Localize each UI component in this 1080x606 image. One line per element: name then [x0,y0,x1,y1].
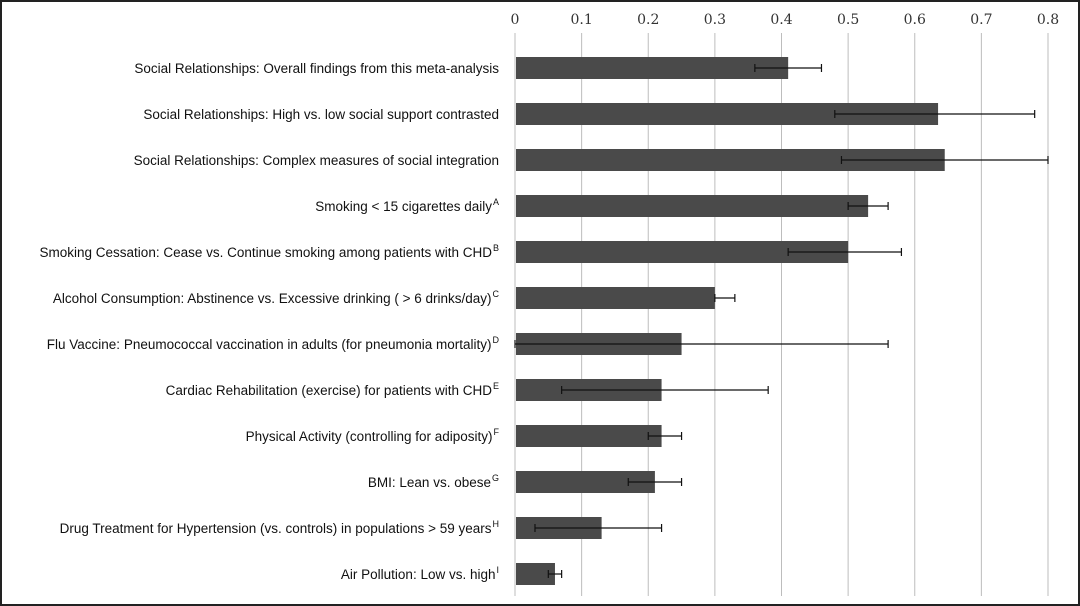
error-bar [714,294,736,302]
footnote-marker: C [493,289,500,299]
error-bar [787,248,903,256]
footnote-marker: E [493,381,499,391]
bar [516,195,869,217]
error-bar [627,478,683,486]
bar [516,425,662,447]
category-label: Social Relationships: High vs. low socia… [143,107,499,122]
x-axis-ticks: 0 0.1 0.2 0.3 0.4 0.5 0.6 0.7 0.8 [511,12,1060,28]
x-tick-label: 0.1 [570,12,592,28]
category-label: Drug Treatment for Hypertension (vs. con… [60,519,499,536]
bar [516,149,945,171]
bar [516,57,789,79]
error-bar [834,110,1036,118]
bars [516,57,945,585]
x-tick-label: 0.6 [904,12,926,28]
footnote-marker: G [492,473,499,483]
error-bar [840,156,1049,164]
x-tick-label: 0 [511,12,520,28]
category-label: Flu Vaccine: Pneumococcal vaccination in… [47,335,500,352]
category-label: Alcohol Consumption: Abstinence vs. Exce… [53,289,500,306]
x-tick-label: 0.7 [970,12,992,28]
error-bar [847,202,889,210]
gridlines [514,33,1049,596]
error-bar [534,524,663,532]
bar [516,287,715,309]
footnote-marker: H [493,519,500,529]
footnote-marker: I [496,565,499,575]
footnote-marker: F [494,427,500,437]
x-tick-label: 0.8 [1037,12,1059,28]
bar [516,471,655,493]
x-tick-label: 0.4 [770,12,792,28]
error-bar [547,570,563,578]
category-label: Social Relationships: Complex measures o… [134,153,499,168]
footnote-marker: B [493,243,499,253]
error-bars [514,64,1049,578]
bar [516,563,555,585]
bar [516,241,849,263]
category-label: Air Pollution: Low vs. highI [341,565,499,582]
error-bar [754,64,823,72]
error-bar [514,340,889,348]
category-label: Social Relationships: Overall findings f… [134,61,499,76]
category-label: BMI: Lean vs. obeseG [368,473,499,490]
error-bar [647,432,683,440]
category-label: Smoking Cessation: Cease vs. Continue sm… [40,243,499,260]
footnote-marker: D [493,335,500,345]
category-labels: Social Relationships: Overall findings f… [40,61,500,582]
error-bar [561,386,769,394]
footnote-marker: A [493,197,499,207]
category-label: Smoking < 15 cigarettes dailyA [315,197,499,214]
category-label: Physical Activity (controlling for adipo… [246,427,500,444]
x-tick-label: 0.5 [837,12,859,28]
x-tick-label: 0.2 [637,12,659,28]
bar [516,103,939,125]
category-label: Cardiac Rehabilitation (exercise) for pa… [166,381,499,398]
x-tick-label: 0.3 [704,12,726,28]
